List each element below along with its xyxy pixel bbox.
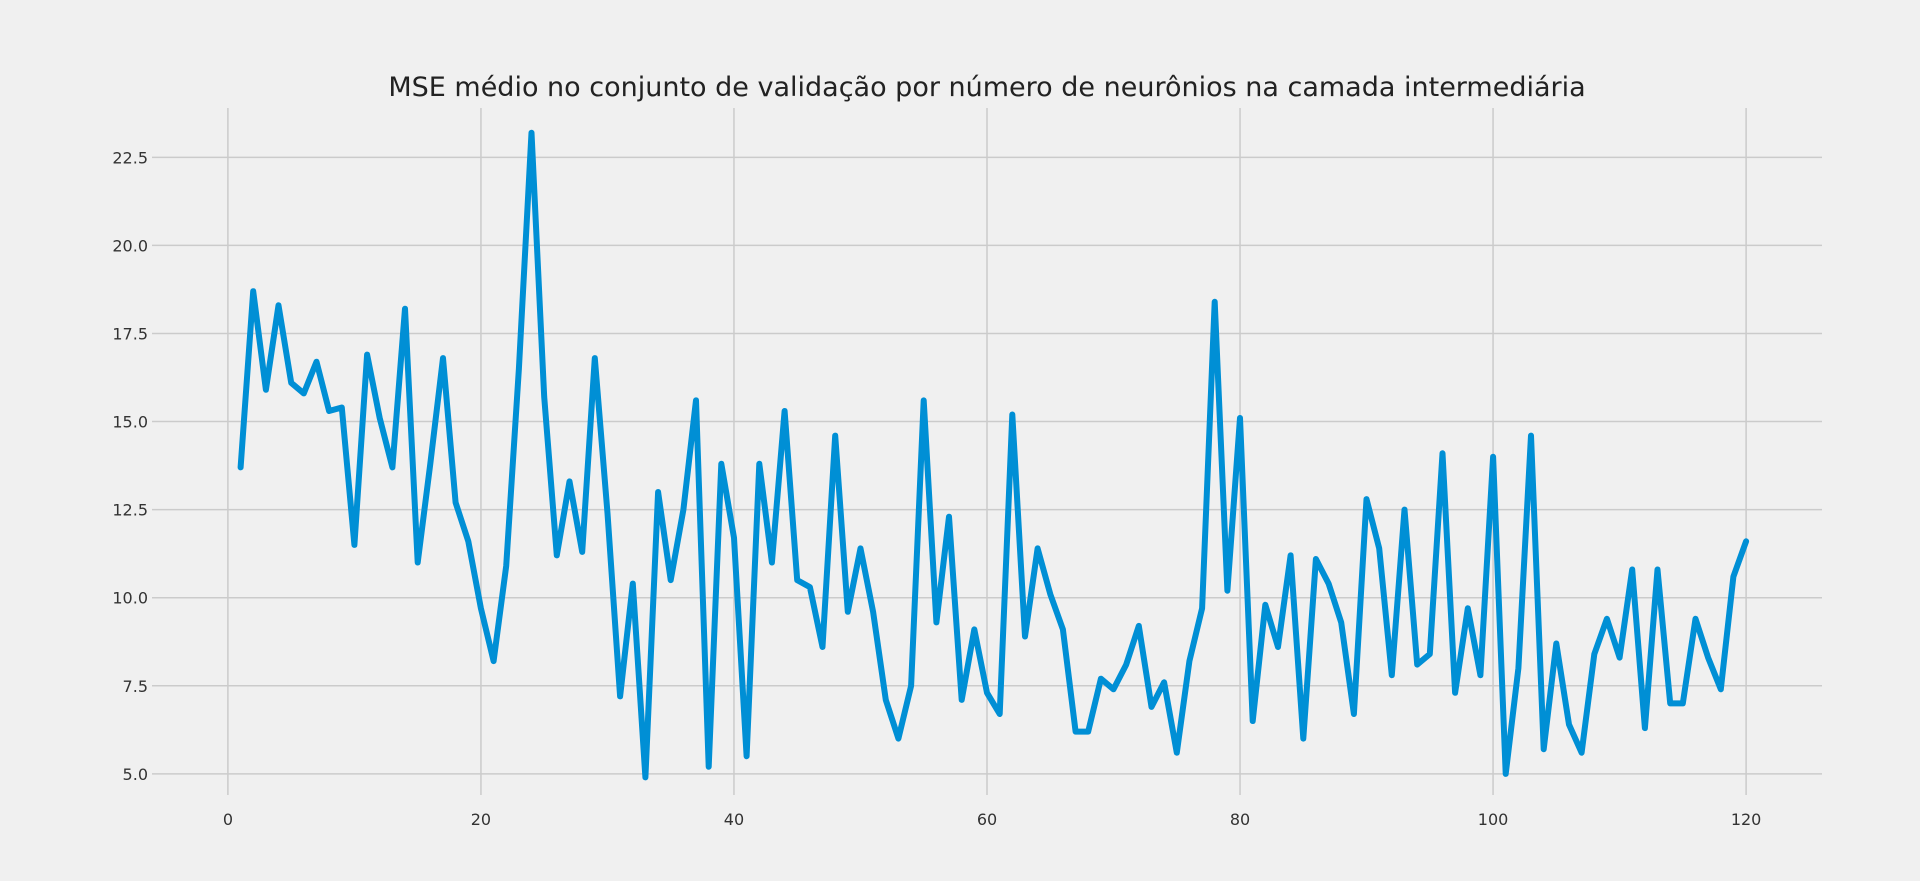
y-axis-tick-labels: 5.0 7.5 10.0 12.5 15.0 17.5 20.0 22.5 — [112, 148, 148, 784]
x-tick-label: 120 — [1731, 810, 1762, 829]
y-tick-label: 20.0 — [112, 236, 148, 255]
x-tick-label: 40 — [724, 810, 744, 829]
series-lines — [237, 129, 1750, 781]
y-tick-label: 17.5 — [112, 324, 148, 343]
y-tick-label: 12.5 — [112, 501, 148, 520]
chart-title: MSE médio no conjunto de validação por n… — [388, 72, 1585, 103]
x-tick-label: 80 — [1230, 810, 1250, 829]
y-tick-label: 5.0 — [123, 765, 148, 784]
y-tick-label: 22.5 — [112, 148, 148, 167]
x-tick-label: 60 — [977, 810, 997, 829]
x-tick-label: 100 — [1478, 810, 1509, 829]
y-tick-label: 15.0 — [112, 413, 148, 432]
series-line — [237, 129, 1750, 781]
y-tick-label: 7.5 — [123, 677, 148, 696]
x-axis-tick-labels: 0 20 40 60 80 100 120 — [223, 810, 1762, 829]
y-tick-label: 10.0 — [112, 589, 148, 608]
grid-lines — [152, 108, 1822, 795]
x-tick-label: 0 — [223, 810, 233, 829]
x-tick-label: 20 — [471, 810, 491, 829]
